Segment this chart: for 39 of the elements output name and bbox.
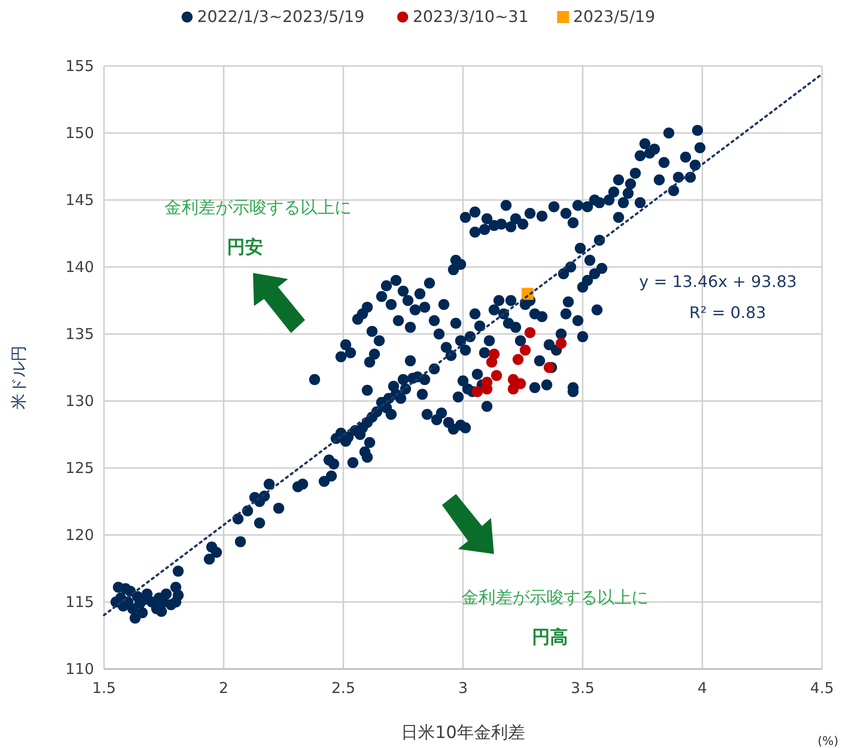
annotation: 円安 <box>227 237 263 258</box>
x-tick-label: 3 <box>458 679 468 697</box>
y-tick-label: 130 <box>65 392 94 410</box>
y-tick-label: 150 <box>65 124 94 142</box>
text: (%) <box>818 734 838 748</box>
annotation: 円高 <box>532 627 568 648</box>
x-tick-label: 2.5 <box>331 679 356 697</box>
y-tick-label: 145 <box>65 191 94 209</box>
y-tick-label: 125 <box>65 459 94 477</box>
x-tick-label: 4 <box>698 679 708 697</box>
legend-label: 2023/5/19 <box>573 7 656 26</box>
legend-label: 2023/3/10~31 <box>412 7 529 26</box>
annotation: y = 13.46x + 93.83 <box>639 272 797 291</box>
point <box>514 378 526 390</box>
annotation: R² = 0.83 <box>689 303 766 322</box>
x-tick-label: 3.5 <box>570 679 595 697</box>
y-tick-label: 115 <box>65 593 94 611</box>
point <box>472 386 483 398</box>
annotation: 金利差が示唆する以上に <box>462 588 648 608</box>
x-tick-label: 1.5 <box>92 679 116 697</box>
point <box>512 354 524 365</box>
y-tick-label: 135 <box>65 325 94 343</box>
legend-label: 2022/1/3~2023/5/19 <box>197 7 364 26</box>
point <box>520 344 531 356</box>
y-tick-label: 120 <box>65 526 94 544</box>
y-tick-label: 140 <box>65 258 94 276</box>
x-axis-title: 日米10年金利差 <box>401 723 525 743</box>
y-axis-title: 米ドル円 <box>9 346 28 410</box>
annotation: 金利差が示唆する以上に <box>164 198 352 218</box>
point <box>524 327 536 338</box>
y-tick-label: 110 <box>65 660 94 678</box>
y-tick-label: 155 <box>65 57 94 75</box>
x-tick-label: 4.5 <box>810 679 834 697</box>
point <box>556 338 567 349</box>
point <box>486 356 498 368</box>
point <box>544 362 555 373</box>
point <box>491 370 502 382</box>
point <box>508 383 519 394</box>
x-tick-label: 2 <box>218 679 228 697</box>
